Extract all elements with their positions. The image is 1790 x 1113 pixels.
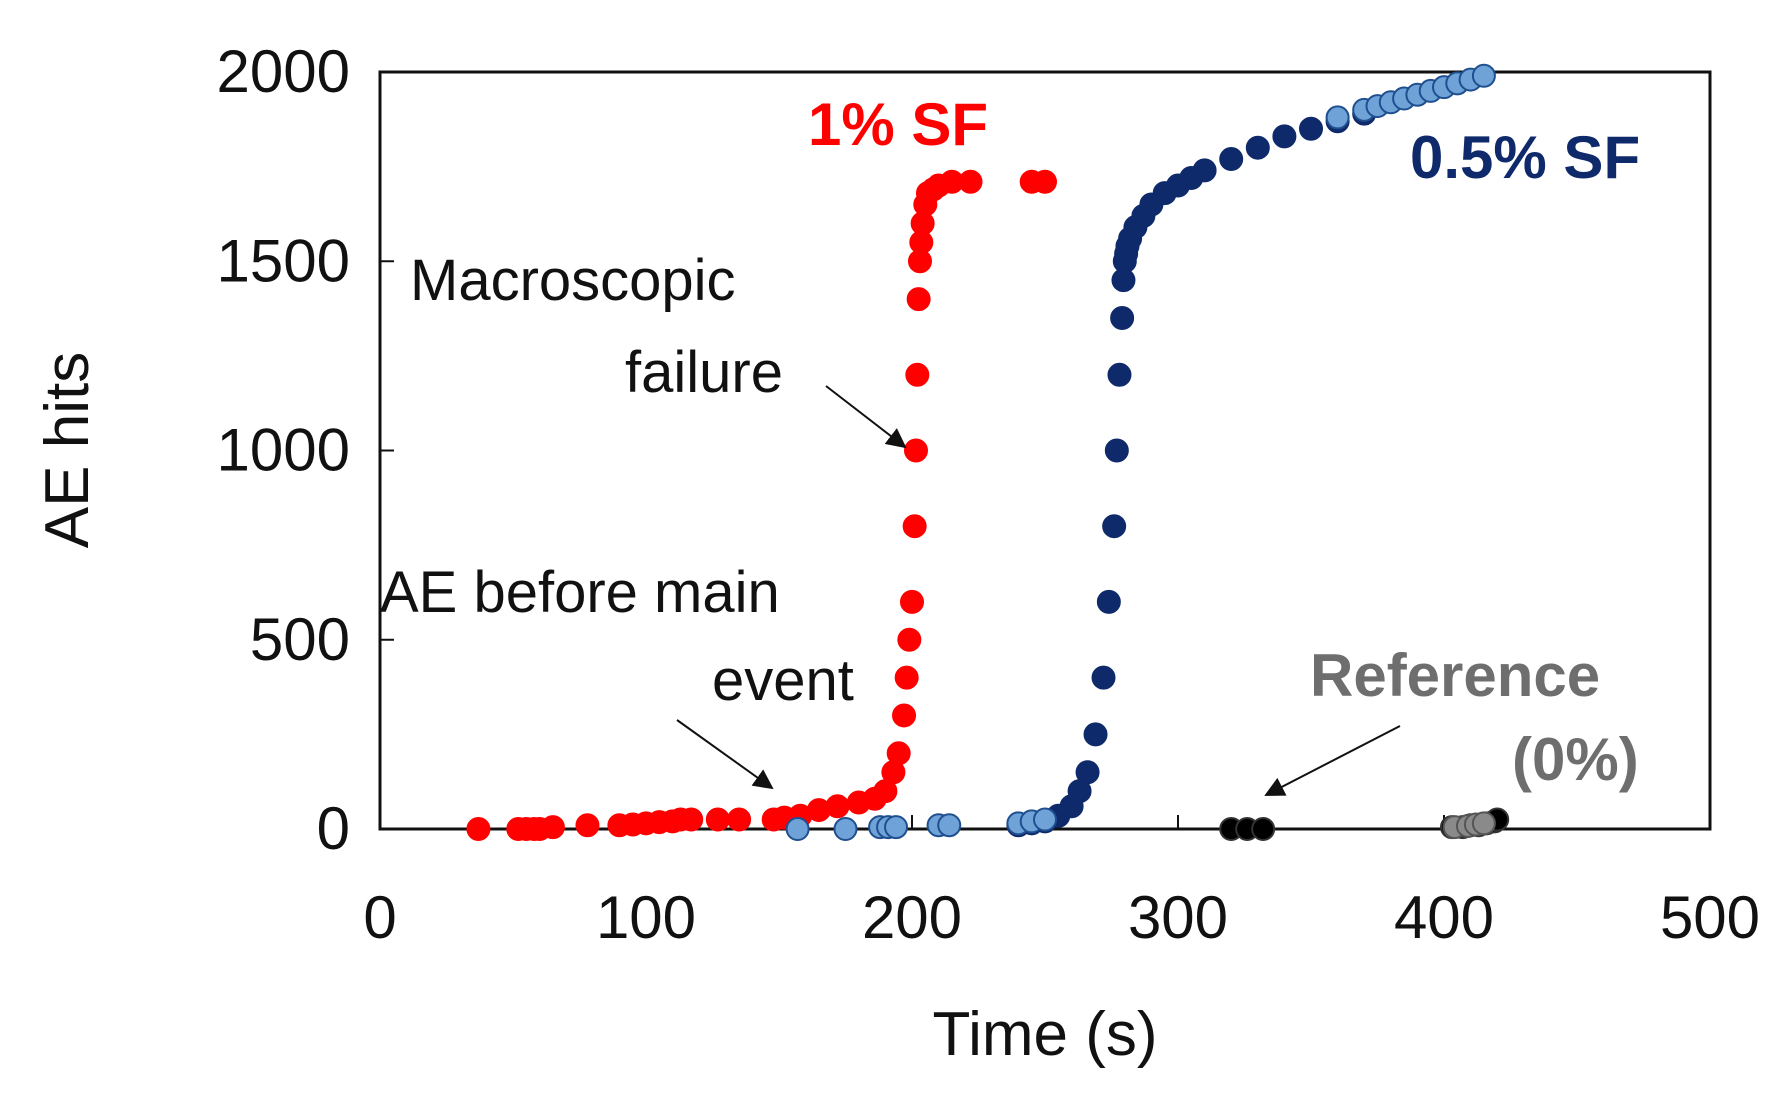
data-point bbox=[1251, 817, 1276, 841]
annotation-macroscopic: Macroscopic bbox=[410, 248, 736, 313]
data-point bbox=[937, 813, 962, 838]
data-point bbox=[679, 807, 704, 832]
data-point bbox=[1110, 306, 1135, 331]
y-tick-label: 1000 bbox=[217, 417, 350, 484]
y-tick-label: 500 bbox=[250, 606, 350, 673]
series-4 bbox=[1442, 811, 1496, 840]
data-point bbox=[540, 815, 565, 840]
data-point bbox=[894, 665, 919, 690]
x-tick-label: 200 bbox=[862, 884, 962, 951]
annotation-event: event bbox=[712, 648, 854, 713]
data-point bbox=[1096, 589, 1121, 614]
arrow-macroscopic-failure bbox=[825, 385, 907, 449]
data-point bbox=[825, 794, 850, 819]
data-point bbox=[1033, 807, 1057, 832]
data-point bbox=[1471, 811, 1496, 836]
x-tick-label: 100 bbox=[596, 884, 696, 951]
data-point bbox=[886, 741, 911, 766]
x-axis-title: Time (s) bbox=[933, 1000, 1158, 1069]
data-point bbox=[905, 362, 930, 387]
annotation-reference-0pct: (0%) bbox=[1512, 726, 1639, 793]
data-point bbox=[892, 703, 917, 728]
data-point bbox=[575, 813, 600, 838]
data-point bbox=[1245, 135, 1270, 160]
data-point bbox=[1325, 105, 1350, 130]
x-tick-label: 400 bbox=[1394, 884, 1494, 951]
data-point bbox=[897, 627, 922, 652]
series-1 bbox=[1006, 101, 1377, 838]
y-axis-title: AE hits bbox=[33, 352, 102, 548]
x-tick-label: 300 bbox=[1128, 884, 1228, 951]
data-points bbox=[466, 63, 1510, 841]
data-point bbox=[1091, 665, 1116, 690]
data-point bbox=[958, 169, 983, 194]
x-tick-label: 500 bbox=[1660, 884, 1760, 951]
arrow-ae-before-main-event bbox=[676, 719, 774, 790]
x-tick-label: 0 bbox=[363, 884, 396, 951]
data-point bbox=[1272, 124, 1297, 149]
annotation-failure: failure bbox=[625, 340, 783, 405]
data-point bbox=[1033, 169, 1057, 194]
series-label-05pct-sf: 0.5% SF bbox=[1410, 124, 1640, 191]
series-0 bbox=[466, 169, 1057, 841]
data-point bbox=[1107, 362, 1132, 387]
data-point bbox=[1102, 514, 1127, 539]
data-point bbox=[884, 815, 909, 840]
data-point bbox=[903, 438, 928, 463]
data-point bbox=[1219, 147, 1244, 172]
data-point bbox=[1083, 722, 1108, 747]
data-point bbox=[705, 807, 730, 832]
data-point bbox=[1299, 116, 1323, 141]
annotation-ae-before-main: AE before main bbox=[380, 560, 780, 625]
series-2 bbox=[785, 63, 1496, 841]
y-tick-label: 1500 bbox=[217, 227, 350, 294]
series-label-1pct-sf: 1% SF bbox=[808, 91, 988, 158]
tick-labels: 0 100 200 300 400 500 0 500 1000 1500 2000 bbox=[217, 38, 1761, 951]
data-point bbox=[466, 817, 491, 841]
data-point bbox=[785, 817, 810, 841]
data-point bbox=[1075, 760, 1100, 785]
annotation-reference: Reference bbox=[1310, 642, 1600, 709]
data-point bbox=[1471, 63, 1496, 88]
data-point bbox=[727, 807, 752, 832]
arrow-reference bbox=[1264, 725, 1401, 796]
data-point bbox=[900, 589, 924, 614]
data-point bbox=[1104, 438, 1129, 463]
data-point bbox=[906, 287, 931, 312]
y-tick-label: 2000 bbox=[217, 38, 350, 105]
data-point bbox=[833, 817, 858, 841]
y-tick-label: 0 bbox=[317, 795, 350, 862]
data-point bbox=[902, 514, 927, 539]
data-point bbox=[1192, 158, 1217, 183]
